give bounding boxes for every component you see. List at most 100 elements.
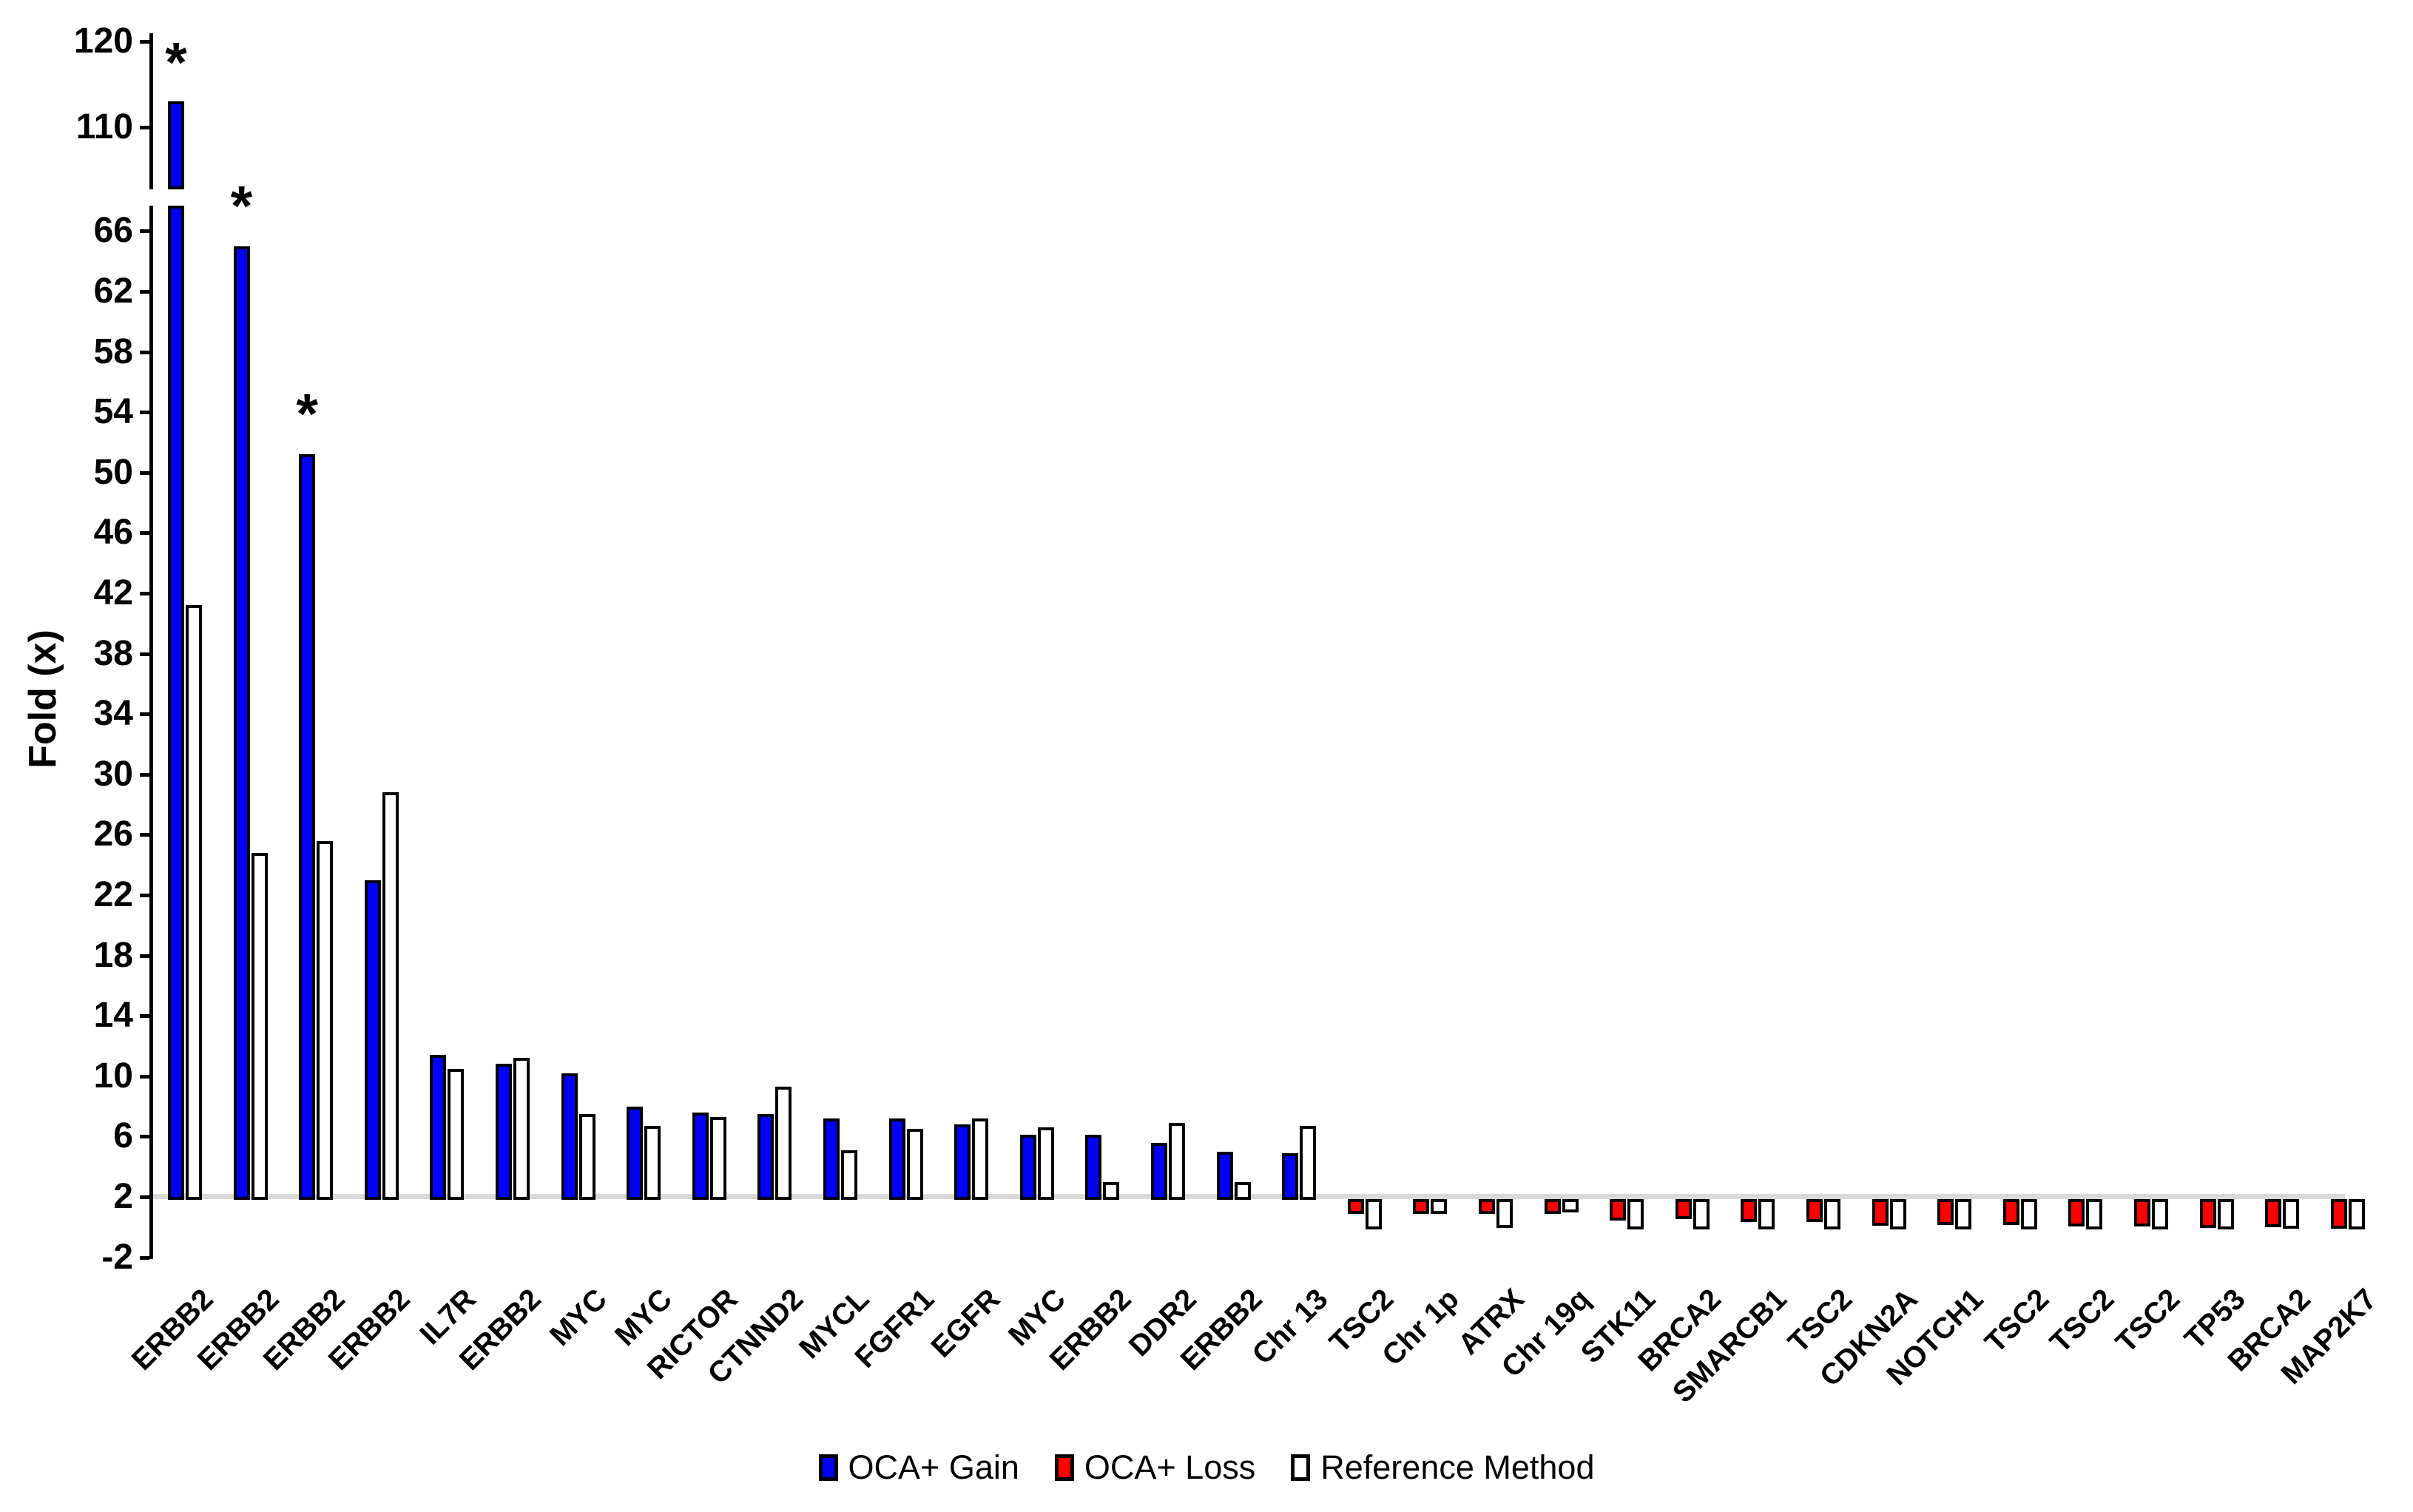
bar-oca-gain-FGFR1 [888,1118,905,1200]
y-axis-tick-label: 54 [93,392,133,432]
y-axis-tick-label: 22 [93,875,133,914]
bar-oca-loss-TSC2 [2134,1199,2150,1226]
y-axis-tick-label: 10 [93,1056,133,1096]
bar-oca-gain-ERBB2 [1216,1151,1233,1200]
legend-label: OCA+ Gain [848,1448,1019,1486]
bar-reference-RICTOR [709,1116,726,1200]
bar-reference-Chr 1p [1431,1199,1448,1215]
bar-reference-TSC2 [2086,1199,2103,1229]
y-axis-tick-label: 2 [113,1177,133,1216]
bar-oca-loss-TSC2 [1347,1199,1364,1215]
bar-reference-Chr 19q [1562,1199,1579,1213]
significance-asterisk: * [165,31,187,95]
y-axis-upper-segment [149,33,153,189]
bar-oca-loss-Chr 19q [1544,1199,1561,1215]
y-axis-tick [140,1014,149,1019]
y-axis-tick [140,833,149,837]
gain-swatch-icon [818,1454,838,1481]
y-axis-tick [140,126,149,129]
y-axis-tick-label: 42 [93,573,133,612]
y-axis-tick-label: 26 [93,814,133,854]
y-axis-tick-label: 30 [93,754,133,794]
y-axis-tick [140,652,149,656]
bar-reference-ERBB2 [1234,1181,1251,1200]
y-axis-tick [140,40,149,44]
bar-reference-NOTCH1 [1955,1199,1972,1229]
legend-label: OCA+ Loss [1084,1448,1256,1486]
bar-reference-EGFR [972,1118,989,1200]
bar-oca-loss-CDKN2A [1872,1199,1889,1226]
y-axis-tick-label: 62 [93,271,133,311]
bar-oca-loss-ATRX [1479,1199,1495,1215]
bar-oca-loss-TSC2 [2002,1199,2019,1225]
bar-reference-BRCA2 [1693,1199,1710,1229]
bar-oca-gain-DDR2 [1151,1142,1167,1200]
bar-oca-loss-TSC2 [2068,1199,2085,1226]
loss-swatch-icon [1054,1454,1074,1481]
bar-oca-loss-SMARCB1 [1741,1199,1758,1222]
y-axis-tick-label: 50 [93,452,133,492]
bar-oca-gain-ERBB2 [233,246,250,1200]
bar-oca-gain-RICTOR [692,1112,709,1200]
y-axis-tick-label: 14 [93,996,133,1036]
y-axis-tick [140,894,149,897]
bar-oca-gain-MYCL [823,1118,840,1200]
bar-reference-TSC2 [1824,1199,1840,1229]
significance-asterisk: * [230,175,253,238]
bar-reference-MYC [644,1126,661,1200]
bar-reference-TSC2 [1365,1199,1382,1229]
x-axis-label: TSC2 [2044,1283,2121,1360]
bar-oca-loss-BRCA2 [2265,1199,2282,1227]
bar-oca-loss-NOTCH1 [1937,1199,1954,1225]
bar-oca-gain-ERBB2-lower [168,206,184,1200]
bar-oca-loss-MAP2K7 [2330,1199,2347,1229]
bar-oca-gain-ERBB2 [299,454,316,1200]
bar-oca-gain-ERBB2-upper [168,101,184,189]
bar-reference-Chr 13 [1300,1126,1317,1200]
y-axis-tick [140,411,149,415]
bar-reference-ERBB2 [186,605,202,1200]
x-axis-label: TSC2 [1978,1283,2055,1360]
bar-reference-MYCL [841,1150,857,1200]
y-axis-tick [140,712,149,717]
y-axis-tick [140,1135,149,1139]
y-axis-tick-label: 110 [75,107,133,146]
bar-reference-TSC2 [2152,1199,2168,1229]
bar-reference-BRCA2 [2283,1199,2300,1229]
bar-reference-DDR2 [1169,1123,1185,1200]
y-axis-tick [140,1074,149,1079]
bar-oca-loss-BRCA2 [1675,1199,1692,1219]
bar-oca-loss-Chr 1p [1413,1199,1430,1215]
bar-oca-loss-TSC2 [1806,1199,1823,1222]
y-axis-tick [140,1195,149,1199]
bar-reference-TP53 [2217,1199,2234,1229]
bar-reference-TSC2 [2020,1199,2037,1229]
y-axis-tick-label: 34 [93,694,133,734]
bar-oca-gain-ERBB2 [364,880,381,1200]
x-axis-label: EGFR [925,1283,1007,1364]
bar-reference-STK11 [1627,1199,1644,1229]
bar-reference-ERBB2 [513,1058,530,1200]
y-axis-tick [140,470,149,475]
bar-reference-MAP2K7 [2348,1199,2365,1229]
bar-reference-ERBB2 [317,840,334,1200]
bar-reference-MYC [578,1113,595,1200]
bar-oca-gain-MYC [1019,1135,1036,1200]
bar-oca-loss-STK11 [1610,1199,1627,1221]
y-axis-tick [140,531,149,536]
x-axis-label: MYC [543,1283,613,1352]
bar-reference-MYC [1037,1127,1054,1200]
significance-asterisk: * [296,382,318,446]
legend-label: Reference Method [1320,1448,1595,1486]
y-axis-tick [140,954,149,958]
y-axis-tick [140,290,149,294]
bar-reference-ATRX [1496,1199,1513,1228]
bar-oca-gain-CTNND2 [757,1113,774,1200]
bar-oca-gain-Chr 13 [1282,1152,1299,1200]
bar-reference-IL7R [448,1068,465,1200]
y-axis-tick-label: 120 [73,21,133,61]
y-axis-tick [140,350,149,354]
y-axis-tick-label: 6 [113,1116,133,1156]
y-axis-tick [140,772,149,777]
